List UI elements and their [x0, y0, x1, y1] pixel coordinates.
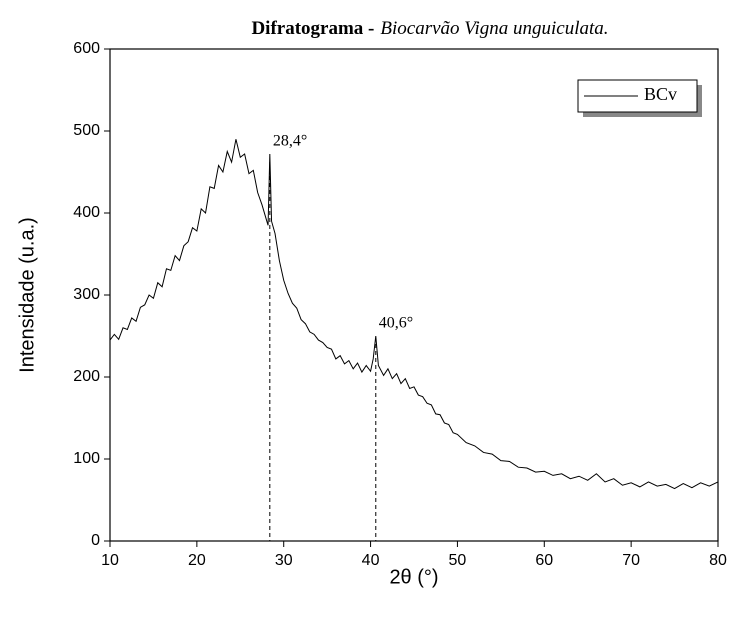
- data-line: [109, 139, 719, 490]
- peak-label: 28,4°: [273, 133, 307, 150]
- x-tick-label: 40: [362, 552, 380, 569]
- chart-title: Difratograma - Biocarvão Vigna unguiculat…: [251, 18, 608, 39]
- legend-label: BCv: [644, 84, 677, 104]
- y-tick-label: 300: [73, 286, 100, 303]
- y-axis-label: Intensidade (u.a.): [16, 217, 38, 373]
- y-tick-label: 200: [73, 368, 100, 385]
- peak-label: 40,6°: [379, 315, 413, 332]
- title-italic: Biocarvão Vigna unguiculata.: [380, 18, 608, 39]
- y-tick-label: 600: [73, 40, 100, 57]
- y-tick-label: 500: [73, 122, 100, 139]
- title-bold: Difratograma -: [251, 18, 374, 39]
- y-tick-label: 400: [73, 204, 100, 221]
- x-tick-label: 70: [622, 552, 640, 569]
- plot-frame: [109, 48, 719, 542]
- y-tick-label: 0: [91, 532, 100, 549]
- x-tick-label: 10: [101, 552, 119, 569]
- x-axis-label: 2θ (°): [389, 566, 438, 588]
- x-tick-label: 60: [535, 552, 553, 569]
- y-tick-label: 100: [73, 450, 100, 467]
- x-tick-label: 30: [275, 552, 293, 569]
- x-tick-label: 80: [709, 552, 727, 569]
- x-tick-label: 20: [188, 552, 206, 569]
- x-tick-label: 50: [449, 552, 467, 569]
